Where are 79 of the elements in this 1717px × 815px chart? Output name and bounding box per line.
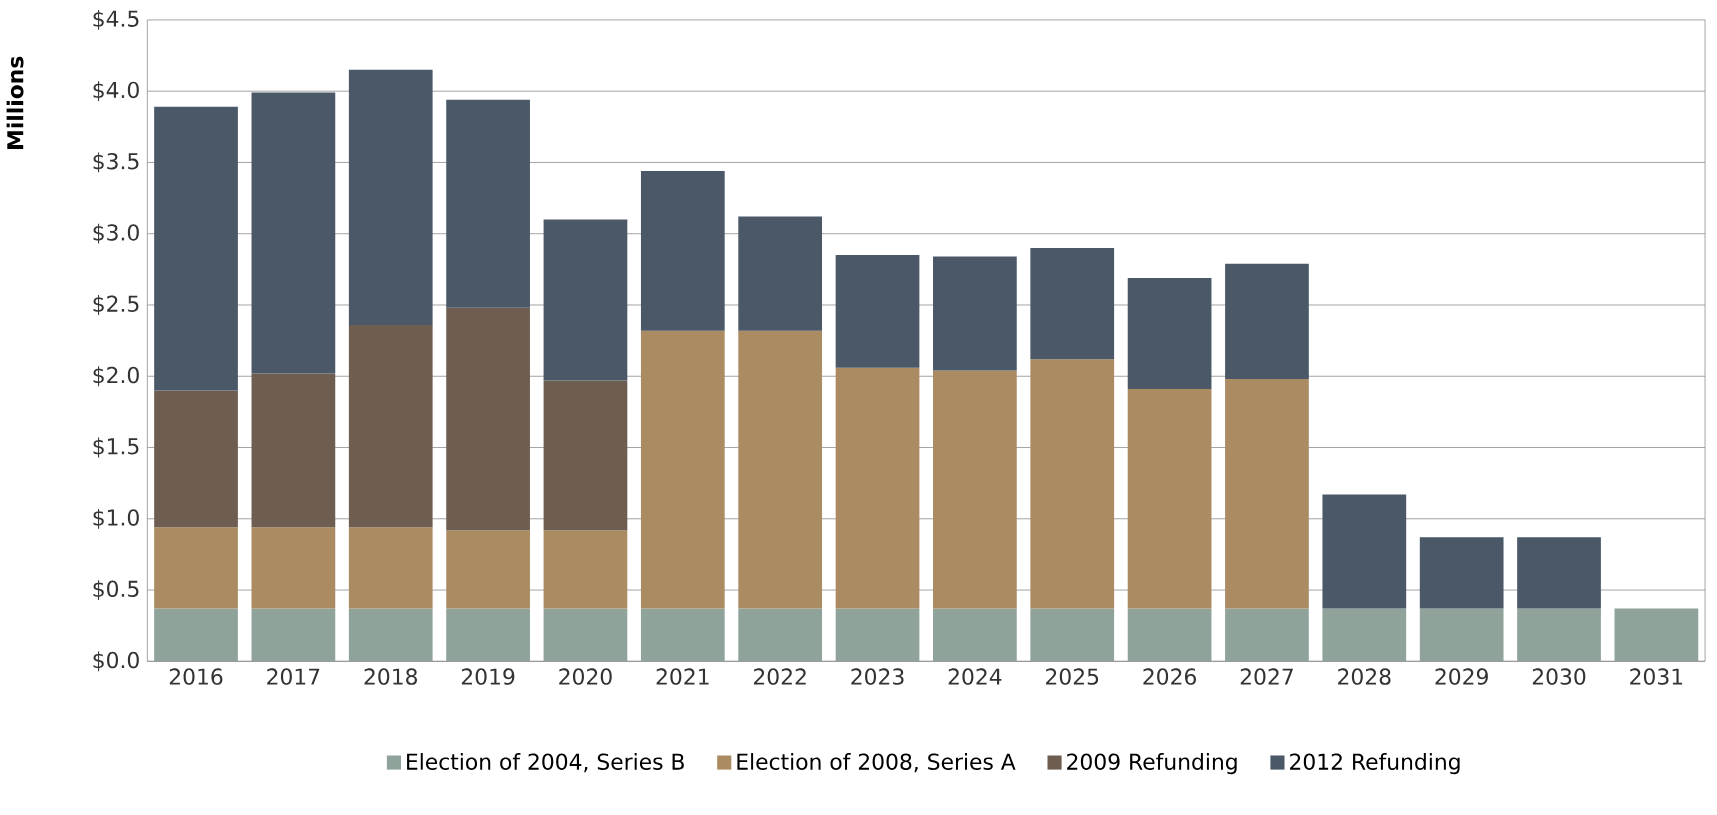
x-tick-label: 2026 [1143,668,1196,685]
x-tick-label: 2025 [1046,668,1099,685]
bar [1322,494,1407,609]
y-tick-label: $2.0 [93,366,139,387]
y-tick-label: $1.5 [93,437,139,458]
x-tick-label: 2016 [169,668,223,685]
y-tick-label: $1.0 [93,509,139,529]
x-tick-label: 2019 [461,668,515,685]
legend-label: 2009 Refunding [1067,753,1237,775]
legend-label: Election of 2004, Series B [407,753,684,773]
bar [1127,389,1212,609]
bar [348,325,433,528]
x-tick-label: 2030 [1532,668,1586,685]
bar [446,530,530,609]
bar [543,608,628,662]
x-tick-label: 2027 [1240,668,1293,685]
bar [640,330,725,609]
bar [1030,608,1115,662]
y-tick-label: $3.5 [93,152,139,173]
x-tick-label: 2018 [364,668,417,685]
bar [154,390,238,528]
bar [348,527,433,609]
bar [446,307,530,531]
bar [543,380,628,531]
bar [738,608,823,662]
x-tick-label: 2022 [753,668,806,685]
x-tick-label: 2017 [267,668,320,685]
x-tick-label: 2024 [948,668,1002,685]
bar [738,330,823,609]
bar [1127,278,1212,390]
y-tick-label: $3.0 [93,223,139,244]
bar [1225,379,1309,609]
bar [251,608,336,662]
legend-label: Election of 2008, Series A [737,753,1016,773]
bar [1225,263,1309,380]
bar [154,107,238,391]
bar [1614,608,1699,662]
bar [835,367,920,609]
y-tick-label: $4.5 [93,10,139,30]
bar [1419,608,1504,662]
x-tick-label: 2031 [1630,668,1683,685]
bar [1419,537,1504,609]
bar [1030,248,1115,360]
bar [1030,359,1115,609]
y-tick-label: $0.5 [93,580,139,601]
y-tick-label: $2.5 [93,295,139,316]
bar [1517,608,1601,662]
bar [1517,537,1601,609]
x-tick-label: 2021 [656,668,709,685]
bar [446,99,530,308]
bar [1322,608,1407,662]
bar [933,370,1017,609]
y-tick-label: $4.0 [93,81,139,102]
bar [251,92,336,374]
bar [543,530,628,609]
bar [154,527,238,609]
bar [738,216,823,331]
bar [640,608,725,662]
x-tick-label: 2023 [851,668,904,685]
bar [1127,608,1212,662]
y-axis-title: Millions [6,56,24,150]
bar [251,527,336,609]
x-tick-label: 2020 [559,668,612,685]
bar [543,219,628,381]
legend-label: 2012 Refunding [1290,753,1460,775]
y-tick-label: $0.0 [93,651,139,672]
x-tick-label: 2028 [1338,668,1391,685]
bar [835,255,920,368]
bar [933,256,1017,371]
bar [348,608,433,662]
bar [154,608,238,662]
bar [251,373,336,528]
bar [348,69,433,326]
x-tick-label: 2029 [1435,668,1488,685]
bar [446,608,530,662]
bar [640,171,725,331]
bar [1225,608,1309,662]
bar [835,608,920,662]
bar [933,608,1017,662]
